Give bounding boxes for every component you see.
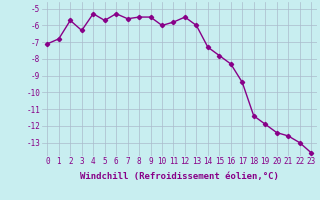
X-axis label: Windchill (Refroidissement éolien,°C): Windchill (Refroidissement éolien,°C) [80, 172, 279, 181]
